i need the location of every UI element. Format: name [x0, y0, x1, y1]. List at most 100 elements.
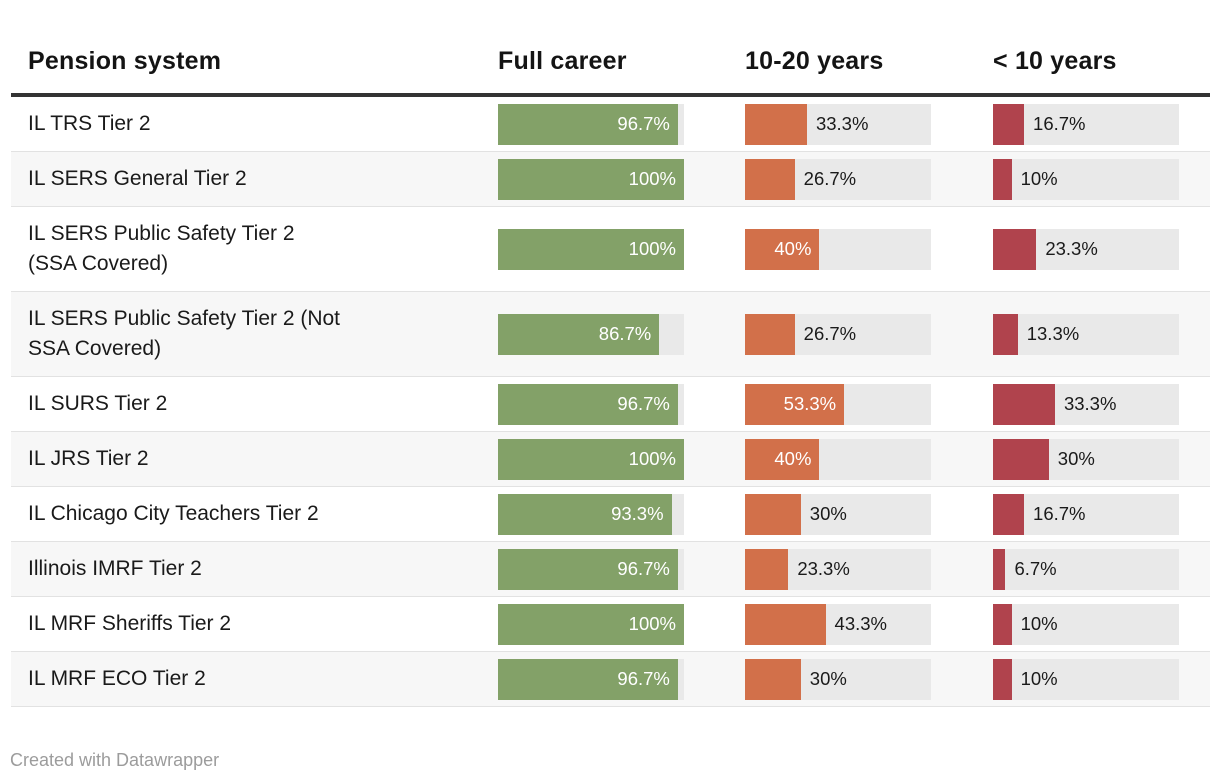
bar-value-label: 43.3% [834, 612, 887, 634]
bar-fill [993, 548, 1006, 590]
datawrapper-credit: Created with Datawrapper [10, 750, 220, 770]
bar-value-label: 10% [1020, 167, 1058, 189]
bar-track: 100% [498, 158, 684, 200]
bar-track: 10% [993, 658, 1179, 700]
row-label: IL SURS Tier 2 [28, 392, 168, 415]
bar-cell-under-10-years: 16.7% [993, 493, 1179, 535]
bar-cell-full-career: 100% [498, 158, 684, 200]
bar-fill [745, 548, 789, 590]
bar-fill [993, 658, 1012, 700]
bar-fill [993, 603, 1012, 645]
bar-fill [745, 658, 801, 700]
bar-cell-10-20-years: 33.3% [745, 103, 931, 145]
bar-value-label: 40% [774, 237, 812, 259]
bar-track: 30% [745, 493, 931, 535]
table-header-row: Pension system Full career 10-20 years <… [11, 0, 1210, 97]
bar-track: 30% [993, 438, 1179, 480]
bar-track: 10% [993, 158, 1179, 200]
bar-track: 53.3% [745, 383, 931, 425]
bar-value-label: 96.7% [617, 557, 670, 579]
bar-fill [745, 103, 807, 145]
bar-value-label: 33.3% [1063, 392, 1117, 414]
bar-value-label: 100% [628, 612, 676, 634]
bar-value-label: 96.7% [617, 392, 670, 414]
bar-cell-10-20-years: 43.3% [745, 603, 931, 645]
table-row: IL MRF ECO Tier 2 96.7% 30% 10% [11, 652, 1210, 707]
bar-value-label: 26.7% [803, 167, 857, 189]
bar-cell-under-10-years: 13.3% [993, 313, 1179, 355]
row-label: IL SERS General Tier 2 [28, 167, 247, 190]
row-label: IL SERS Public Safety Tier 2 (SSA Covere… [28, 222, 295, 275]
table-row: Illinois IMRF Tier 2 96.7% 23.3% 6.7% [11, 542, 1210, 597]
bar-value-label: 16.7% [1033, 502, 1086, 524]
bar-track: 40% [745, 438, 931, 480]
table-body: IL TRS Tier 2 96.7% 33.3% 16.7% IL SERS … [11, 97, 1210, 707]
bar-value-label: 30% [809, 502, 847, 524]
bar-value-label: 100% [628, 447, 676, 469]
row-label: IL TRS Tier 2 [28, 112, 151, 135]
bar-fill [498, 438, 684, 480]
bar-track: 33.3% [993, 383, 1179, 425]
row-label: IL Chicago City Teachers Tier 2 [28, 502, 319, 525]
bar-track: 93.3% [498, 493, 684, 535]
bar-fill [745, 228, 820, 270]
bar-value-label: 23.3% [1045, 237, 1098, 259]
bar-track: 13.3% [993, 313, 1179, 355]
bar-fill [498, 313, 660, 355]
bar-fill [745, 383, 845, 425]
bar-track: 96.7% [498, 658, 684, 700]
row-label: Illinois IMRF Tier 2 [28, 557, 202, 580]
bar-cell-full-career: 96.7% [498, 383, 684, 425]
bar-track: 96.7% [498, 383, 684, 425]
bar-cell-10-20-years: 40% [745, 228, 931, 270]
bar-value-label: 23.3% [797, 557, 850, 579]
bar-value-label: 30% [1057, 447, 1095, 469]
row-label: IL MRF ECO Tier 2 [28, 667, 206, 690]
bar-value-label: 10% [1020, 667, 1058, 689]
bar-fill [498, 103, 678, 145]
bar-fill [745, 603, 826, 645]
table-row: IL SERS General Tier 2 100% 26.7% 10% [11, 152, 1210, 207]
bar-value-label: 100% [628, 167, 676, 189]
bar-cell-full-career: 86.7% [498, 313, 684, 355]
bar-value-label: 16.7% [1033, 112, 1086, 134]
bar-value-label: 40% [774, 447, 812, 469]
bar-cell-under-10-years: 16.7% [993, 103, 1179, 145]
bar-fill [993, 228, 1037, 270]
bar-value-label: 33.3% [815, 112, 869, 134]
bar-cell-10-20-years: 53.3% [745, 383, 931, 425]
bar-value-label: 13.3% [1026, 322, 1080, 344]
bar-cell-10-20-years: 26.7% [745, 313, 931, 355]
column-header-full-career: Full career [498, 47, 627, 75]
data-table: Pension system Full career 10-20 years <… [11, 0, 1210, 707]
bar-fill [745, 158, 795, 200]
table-row: IL SURS Tier 2 96.7% 53.3% 33.3% [11, 377, 1210, 432]
table-row: IL SERS Public Safety Tier 2 (Not SSA Co… [11, 292, 1210, 377]
bar-track: 10% [993, 603, 1179, 645]
bar-cell-full-career: 93.3% [498, 493, 684, 535]
bar-value-label: 96.7% [617, 112, 670, 134]
bar-value-label: 100% [628, 237, 676, 259]
bar-fill [745, 438, 820, 480]
bar-value-label: 96.7% [617, 667, 670, 689]
bar-fill [745, 493, 801, 535]
row-label: IL MRF Sheriffs Tier 2 [28, 612, 232, 635]
bar-cell-full-career: 100% [498, 228, 684, 270]
bar-cell-full-career: 96.7% [498, 103, 684, 145]
column-header-10-20-years: 10-20 years [745, 47, 884, 75]
bar-cell-full-career: 100% [498, 438, 684, 480]
bar-track: 100% [498, 438, 684, 480]
bar-value-label: 53.3% [783, 392, 837, 414]
bar-track: 23.3% [993, 228, 1179, 270]
column-header-under-10-years: < 10 years [993, 47, 1117, 75]
bar-cell-under-10-years: 10% [993, 603, 1179, 645]
bar-fill [498, 603, 684, 645]
bar-cell-10-20-years: 40% [745, 438, 931, 480]
bar-track: 33.3% [745, 103, 931, 145]
bar-cell-full-career: 100% [498, 603, 684, 645]
bar-cell-10-20-years: 30% [745, 658, 931, 700]
bar-cell-10-20-years: 26.7% [745, 158, 931, 200]
bar-track: 16.7% [993, 103, 1179, 145]
bar-track: 96.7% [498, 548, 684, 590]
